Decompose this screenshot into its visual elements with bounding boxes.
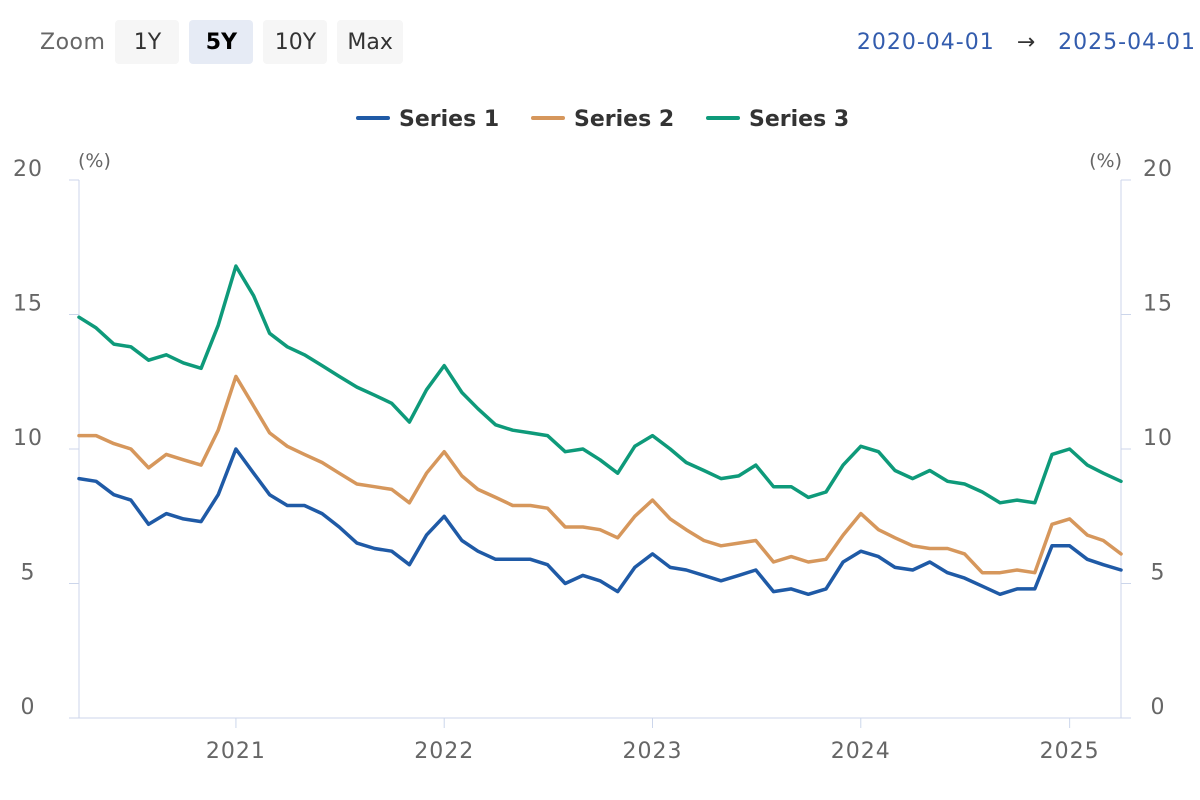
left-axis-unit: (%): [78, 150, 111, 172]
legend-item-series-1[interactable]: Series 1: [356, 107, 499, 132]
y-tick-label-right: 15: [1143, 292, 1173, 317]
range-to-input[interactable]: 2025-04-01: [1058, 29, 1196, 55]
legend-label: Series 1: [399, 107, 499, 132]
y-tick-label-left: 5: [21, 561, 36, 586]
range-arrow: →: [1016, 29, 1037, 55]
zoom-1y-button[interactable]: 1Y: [115, 20, 180, 64]
legend-item-series-2[interactable]: Series 2: [531, 107, 674, 132]
zoom-10y-button[interactable]: 10Y: [263, 20, 328, 64]
x-tick-label: 2025: [1040, 739, 1100, 764]
legend-label: Series 3: [749, 107, 849, 132]
y-tick-label-left: 20: [13, 157, 43, 182]
legend-label: Series 2: [574, 107, 674, 132]
zoom-label: Zoom: [40, 29, 106, 55]
series-line-series-1[interactable]: [77, 447, 1123, 597]
x-tick-label: 2021: [206, 739, 266, 764]
y-tick-label-left: 0: [21, 695, 36, 720]
y-tick-label-right: 20: [1143, 157, 1173, 182]
y-tick-label-right: 5: [1151, 561, 1166, 586]
y-tick-label-left: 10: [13, 426, 43, 451]
x-tick-label: 2022: [414, 739, 474, 764]
y-tick-label-right: 0: [1151, 695, 1166, 720]
range-from-input[interactable]: 2020-04-01: [856, 29, 995, 55]
y-tick-label-left: 15: [13, 292, 43, 317]
legend: Series 1 Series 2 Series 3: [356, 107, 849, 132]
y-tick-label-right: 10: [1143, 426, 1173, 451]
right-axis-unit: (%): [1089, 150, 1122, 172]
plot-area: [77, 264, 1123, 597]
series-line-series-3[interactable]: [77, 264, 1123, 505]
zoom-bar: Zoom 1Y 5Y 10Y Max: [40, 20, 413, 64]
zoom-5y-button[interactable]: 5Y: [189, 20, 254, 64]
x-tick-label: 2024: [831, 739, 891, 764]
zoom-max-button[interactable]: Max: [337, 20, 403, 64]
x-tick-label: 2023: [622, 739, 682, 764]
series-line-series-2[interactable]: [77, 374, 1123, 575]
legend-item-series-3[interactable]: Series 3: [706, 107, 849, 132]
date-range: 2020-04-01 → 2025-04-01: [857, 22, 1196, 62]
